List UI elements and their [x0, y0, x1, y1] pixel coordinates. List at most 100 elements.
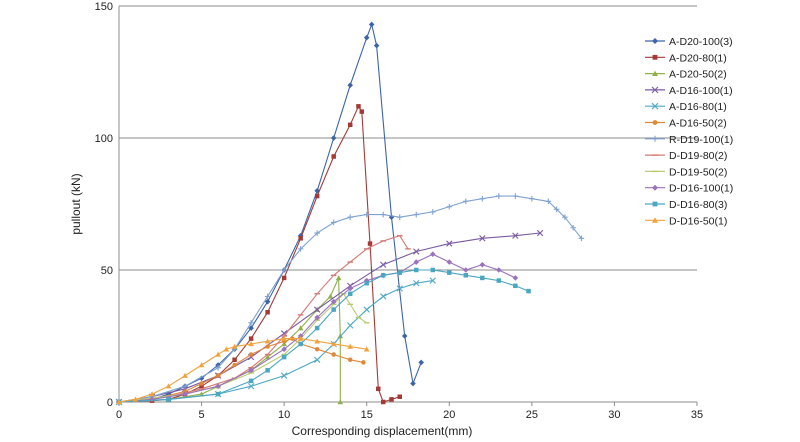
series-6	[116, 193, 585, 405]
data-point	[265, 344, 270, 349]
data-point	[652, 70, 658, 76]
data-point	[297, 325, 304, 331]
data-point	[215, 383, 221, 389]
data-point	[652, 120, 658, 125]
data-point	[397, 394, 402, 399]
legend-label: A-D20-80(1)	[669, 52, 727, 64]
data-point	[652, 54, 658, 60]
data-point	[418, 359, 425, 366]
data-point	[248, 352, 254, 357]
data-point	[314, 230, 320, 236]
data-point	[463, 198, 469, 205]
data-point	[401, 333, 408, 339]
series-line	[118, 195, 582, 403]
data-point	[198, 391, 205, 397]
data-point	[313, 356, 321, 363]
data-point	[247, 382, 255, 390]
data-point	[380, 211, 387, 218]
data-point	[447, 270, 452, 275]
gridlines	[119, 5, 697, 271]
data-point	[166, 397, 171, 402]
data-point	[199, 381, 204, 386]
data-point	[280, 372, 288, 379]
data-point	[281, 275, 287, 281]
data-point	[363, 211, 370, 218]
legend-label: A-D16-80(1)	[669, 101, 727, 113]
legend-item: D-D19-80(2)	[645, 150, 727, 162]
legend-item: A-D16-80(1)	[645, 101, 727, 113]
data-point	[512, 193, 519, 199]
y-tick-label: 0	[107, 397, 113, 409]
data-point	[281, 341, 287, 347]
data-point	[463, 273, 469, 278]
data-point	[480, 275, 485, 281]
data-point	[331, 352, 336, 357]
data-point	[413, 211, 420, 218]
data-point	[248, 341, 254, 347]
data-point	[496, 267, 502, 273]
data-point	[388, 214, 395, 220]
data-point	[149, 396, 155, 403]
data-point	[182, 391, 188, 397]
axis-ticks: 0 50 100 150 0 5 10 15 20 25 30 35	[95, 1, 703, 421]
data-point	[526, 288, 531, 294]
data-point	[264, 293, 271, 300]
data-point	[330, 298, 337, 305]
y-axis-title: pullout (kN)	[69, 173, 83, 234]
data-point	[413, 248, 420, 255]
data-point	[335, 275, 342, 281]
data-point	[364, 280, 369, 286]
data-point	[314, 346, 320, 352]
legend-label: R-D19-100(1)	[669, 134, 733, 146]
legend-item: A-D16-50(2)	[645, 118, 727, 130]
data-point	[347, 285, 353, 292]
data-point	[248, 336, 254, 341]
x-axis-title: Corresponding displacement(mm)	[292, 424, 473, 438]
data-point	[536, 229, 544, 237]
data-point	[545, 198, 552, 205]
data-point	[513, 283, 518, 289]
data-point	[651, 86, 659, 94]
data-point	[512, 232, 519, 239]
data-point	[215, 373, 221, 378]
data-point	[297, 232, 304, 239]
x-tick-label: 10	[278, 409, 290, 421]
data-point	[347, 343, 353, 349]
data-point	[297, 246, 304, 252]
legend-label: D-D16-80(3)	[669, 199, 727, 211]
data-point	[265, 310, 270, 315]
data-point	[396, 214, 403, 220]
x-tick-label: 35	[691, 409, 703, 421]
data-point	[410, 380, 416, 387]
data-point	[380, 293, 387, 300]
data-point	[314, 338, 320, 344]
data-point	[330, 135, 337, 141]
legend-label: A-D16-50(2)	[669, 118, 727, 130]
data-point	[347, 322, 354, 329]
x-tick-label: 20	[443, 409, 455, 421]
data-point	[331, 307, 336, 312]
data-point	[330, 341, 337, 347]
data-point	[652, 201, 658, 207]
data-point	[380, 399, 386, 405]
legend-item: A-D20-100(3)	[645, 36, 733, 48]
data-point	[363, 306, 370, 313]
data-point	[298, 341, 303, 347]
x-tick-label: 5	[199, 409, 205, 421]
data-point	[132, 396, 139, 402]
data-point	[264, 354, 271, 360]
series-line	[118, 253, 516, 403]
y-tick-label: 100	[95, 133, 113, 145]
data-point	[397, 270, 402, 275]
data-point	[248, 367, 254, 374]
legend-item: D-D16-50(1)	[645, 215, 727, 227]
y-tick-label: 50	[101, 265, 113, 277]
data-point	[479, 261, 486, 268]
data-point	[215, 391, 221, 397]
data-point	[248, 378, 254, 384]
series-line	[118, 232, 541, 403]
data-point	[529, 195, 535, 202]
data-point	[314, 314, 320, 321]
legend-item: D-D16-100(1)	[645, 183, 733, 195]
